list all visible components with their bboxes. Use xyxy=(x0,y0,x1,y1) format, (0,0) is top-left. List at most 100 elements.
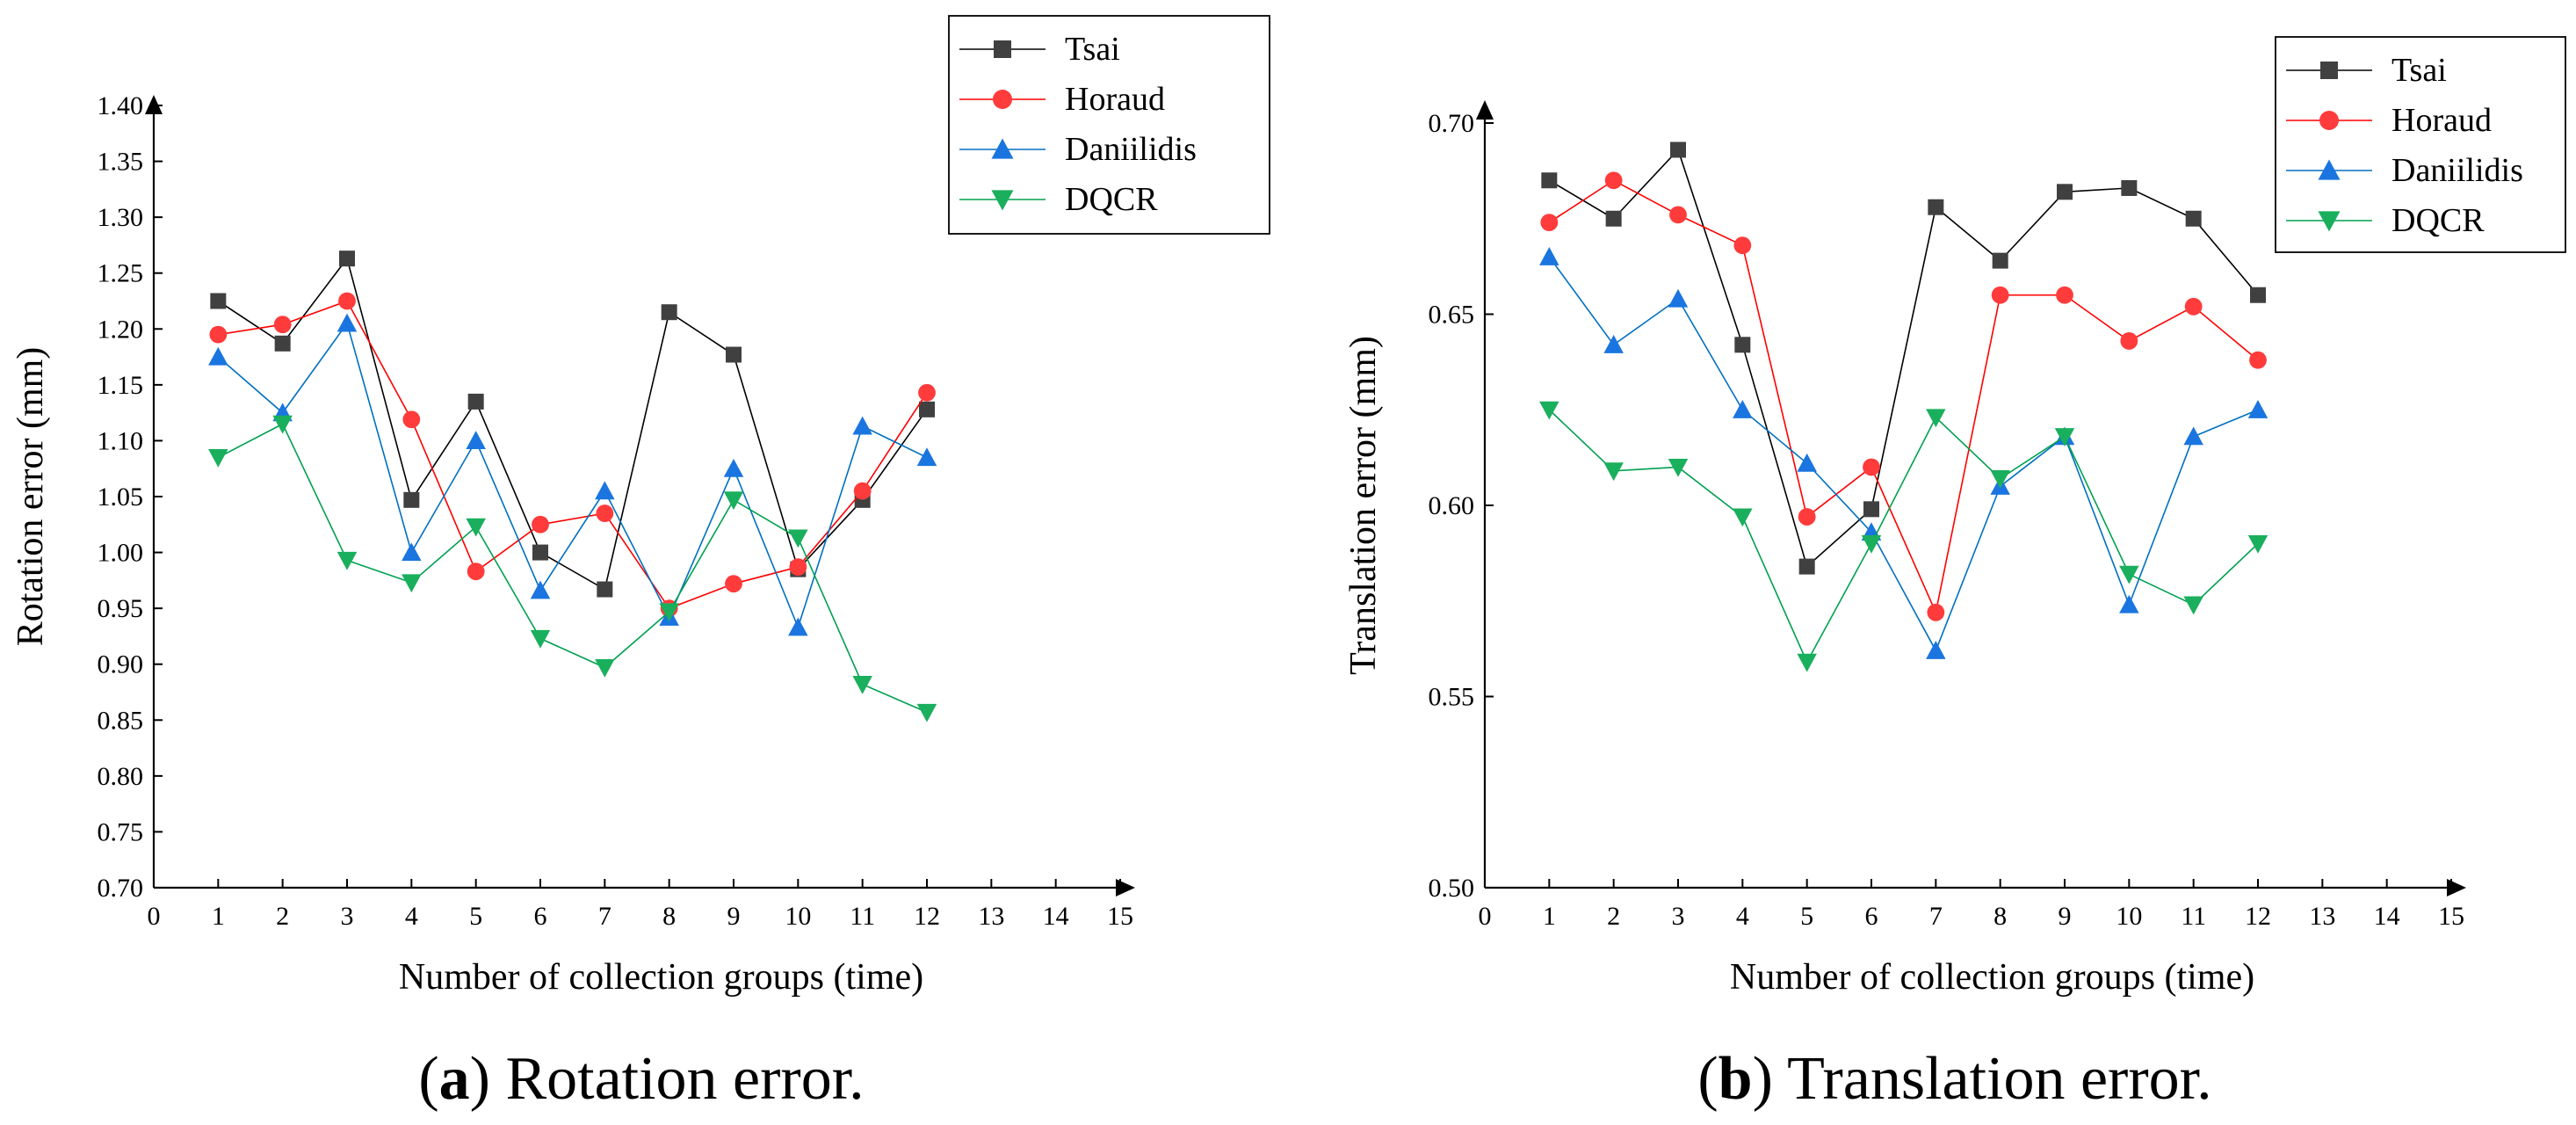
panel-b: 0 1 2 3 4 5 6 7 8 9 10 11 12 13 14 150.500.550.600.650.… xyxy=(1343,36,2566,1113)
panel-b-tsai-point xyxy=(1798,558,1815,575)
panel-b-dqcr-point xyxy=(2247,534,2268,554)
legend-label-horaud: Horaud xyxy=(1065,81,1165,118)
panel-b-x-tick-label: 9 xyxy=(2059,902,2072,931)
panel-a-daniilidis-point xyxy=(788,617,808,636)
panel-a-horaud-point xyxy=(853,482,872,500)
panel-a-x-axis-arrow-icon xyxy=(1116,879,1135,896)
panel-a-legend: Tsai Horaud Daniilidis DQCR xyxy=(948,15,1270,235)
panel-b-legend: Tsai Horaud Daniilidis DQCR xyxy=(2275,36,2566,253)
panel-b-dqcr-point xyxy=(1733,508,1753,527)
panel-a-dqcr-point xyxy=(272,415,293,434)
panel-b-series-dqcr xyxy=(1539,401,2268,672)
panel-a: 0 1 2 3 4 5 6 7 8 9 10 11 12 13 14 150.700.750.800.850.… xyxy=(11,15,1270,1113)
panel-b-horaud-point xyxy=(1927,603,1945,621)
panel-b-daniilidis-line xyxy=(1548,256,2259,653)
panel-a-y-tick-label: 1.00 xyxy=(98,539,144,568)
panel-a-y-tick-label: 0.75 xyxy=(98,817,144,846)
panel-a-series-horaud xyxy=(209,292,936,618)
panel-b-horaud-point xyxy=(1669,206,1687,224)
panel-b-dqcr-point xyxy=(1668,458,1689,477)
panel-a-y-tick-label: 1.35 xyxy=(98,148,144,177)
panel-b-x-tick-label: 1 xyxy=(1543,902,1556,931)
panel-a-x-tick-label: 9 xyxy=(727,902,741,931)
panel-a-dqcr-point xyxy=(916,703,937,722)
triangle-down-marker-icon xyxy=(2318,211,2341,232)
circle-marker-icon xyxy=(2319,111,2339,130)
panel-a-y-tick-label: 0.70 xyxy=(98,874,144,903)
panel-a-daniilidis-point xyxy=(466,431,486,449)
legend-label-tsai: Tsai xyxy=(1065,31,1120,68)
panel-b-daniilidis-point xyxy=(1926,641,1946,659)
panel-b-y-tick-label: 0.60 xyxy=(1429,491,1475,520)
triangle-up-marker-icon xyxy=(2318,159,2341,180)
panel-b-dqcr-point xyxy=(1797,653,1817,672)
panel-b-x-tick-label: 3 xyxy=(1672,902,1685,931)
panel-b-series-tsai xyxy=(1541,142,2266,575)
panel-a-x-tick-label: 1 xyxy=(212,902,225,931)
panel-a-series-daniilidis xyxy=(208,313,937,636)
panel-a-x-tick-label: 12 xyxy=(914,902,940,931)
panel-a-tsai-point xyxy=(274,335,291,352)
panel-a-tsai-point xyxy=(597,581,613,598)
panel-a-x-tick-label: 15 xyxy=(1107,902,1133,931)
panel-b-x-tick-label: 14 xyxy=(2374,902,2400,931)
panel-a-dqcr-point xyxy=(659,603,679,622)
panel-a-tsai-point xyxy=(726,346,742,363)
panel-b-dqcr-point xyxy=(1990,469,2010,489)
panel-a-y-tick-label: 0.80 xyxy=(98,762,144,791)
panel-a-y-tick-label: 1.15 xyxy=(98,371,144,400)
panel-b-tsai-point xyxy=(1992,252,2008,269)
panel-b-tsai-line xyxy=(1548,148,2259,569)
panel-a-y-tick-label: 0.95 xyxy=(98,594,144,623)
panel-a-x-tick-label: 0 xyxy=(148,902,161,931)
panel-b-horaud-point xyxy=(2184,297,2203,316)
panel-b-tsai-point xyxy=(1863,501,1879,518)
panel-b-horaud-point xyxy=(2249,351,2267,369)
panel-b-tsai-point xyxy=(1670,142,1686,158)
panel-a-y-tick-label: 1.25 xyxy=(98,259,144,288)
panel-b-horaud-point xyxy=(1798,508,1816,526)
square-marker-icon xyxy=(994,40,1011,58)
panel-b-y-tick-label: 0.70 xyxy=(1429,109,1475,138)
panel-b-horaud-line xyxy=(1548,179,2259,615)
panel-b-y-tick-label: 0.50 xyxy=(1429,874,1475,903)
panel-a-series-dqcr xyxy=(208,415,937,722)
panel-a-horaud-point xyxy=(338,292,356,310)
panel-a-dqcr-point xyxy=(595,658,615,678)
panel-b-horaud-point xyxy=(2056,286,2073,304)
panel-b-daniilidis-point xyxy=(1668,288,1689,308)
panel-a-caption: (a) Rotation error. xyxy=(418,1045,864,1113)
panel-b-x-tick-label: 6 xyxy=(1865,902,1878,931)
panel-b-daniilidis-point xyxy=(1733,400,1753,418)
panel-a-series-tsai xyxy=(210,250,935,598)
circle-marker-icon xyxy=(993,90,1012,109)
panel-b-horaud-point xyxy=(1733,236,1752,255)
panel-b-tsai-point xyxy=(2185,210,2202,227)
panel-b-y-axis-arrow-icon xyxy=(1476,100,1494,120)
panel-a-y-tick-label: 1.30 xyxy=(98,203,144,232)
panel-a-horaud-point xyxy=(532,515,549,533)
panel-a-dqcr-point xyxy=(336,551,358,570)
panel-b-x-tick-label: 5 xyxy=(1800,902,1813,931)
panel-b-x-tick-label: 7 xyxy=(1929,902,1943,931)
panel-a-daniilidis-point xyxy=(208,346,228,366)
panel-a-tsai-point xyxy=(403,491,420,508)
panel-b-x-tick-label: 2 xyxy=(1607,902,1620,931)
panel-a-dqcr-point xyxy=(852,676,872,694)
panel-a-daniilidis-line xyxy=(217,322,928,630)
panel-a-x-tick-label: 6 xyxy=(534,902,547,931)
panel-a-horaud-point xyxy=(402,410,421,429)
panel-a-x-tick-label: 11 xyxy=(850,902,875,931)
panel-b-horaud-point xyxy=(1991,286,2009,304)
panel-b-series-daniilidis xyxy=(1539,247,2268,659)
panel-b-x-axis-arrow-icon xyxy=(2447,879,2466,896)
panel-a-dqcr-point xyxy=(402,574,422,593)
panel-b-horaud-point xyxy=(1863,458,1880,476)
panel-b-daniilidis-point xyxy=(2247,400,2268,418)
panel-b-x-axis-label: Number of collection groups (time) xyxy=(1730,957,2254,998)
legend-label-tsai: Tsai xyxy=(2391,52,2447,89)
panel-b-x-tick-label: 10 xyxy=(2116,902,2142,931)
panel-a-y-tick-label: 1.10 xyxy=(98,426,144,455)
panel-a-caption-letter: a xyxy=(439,1045,470,1113)
